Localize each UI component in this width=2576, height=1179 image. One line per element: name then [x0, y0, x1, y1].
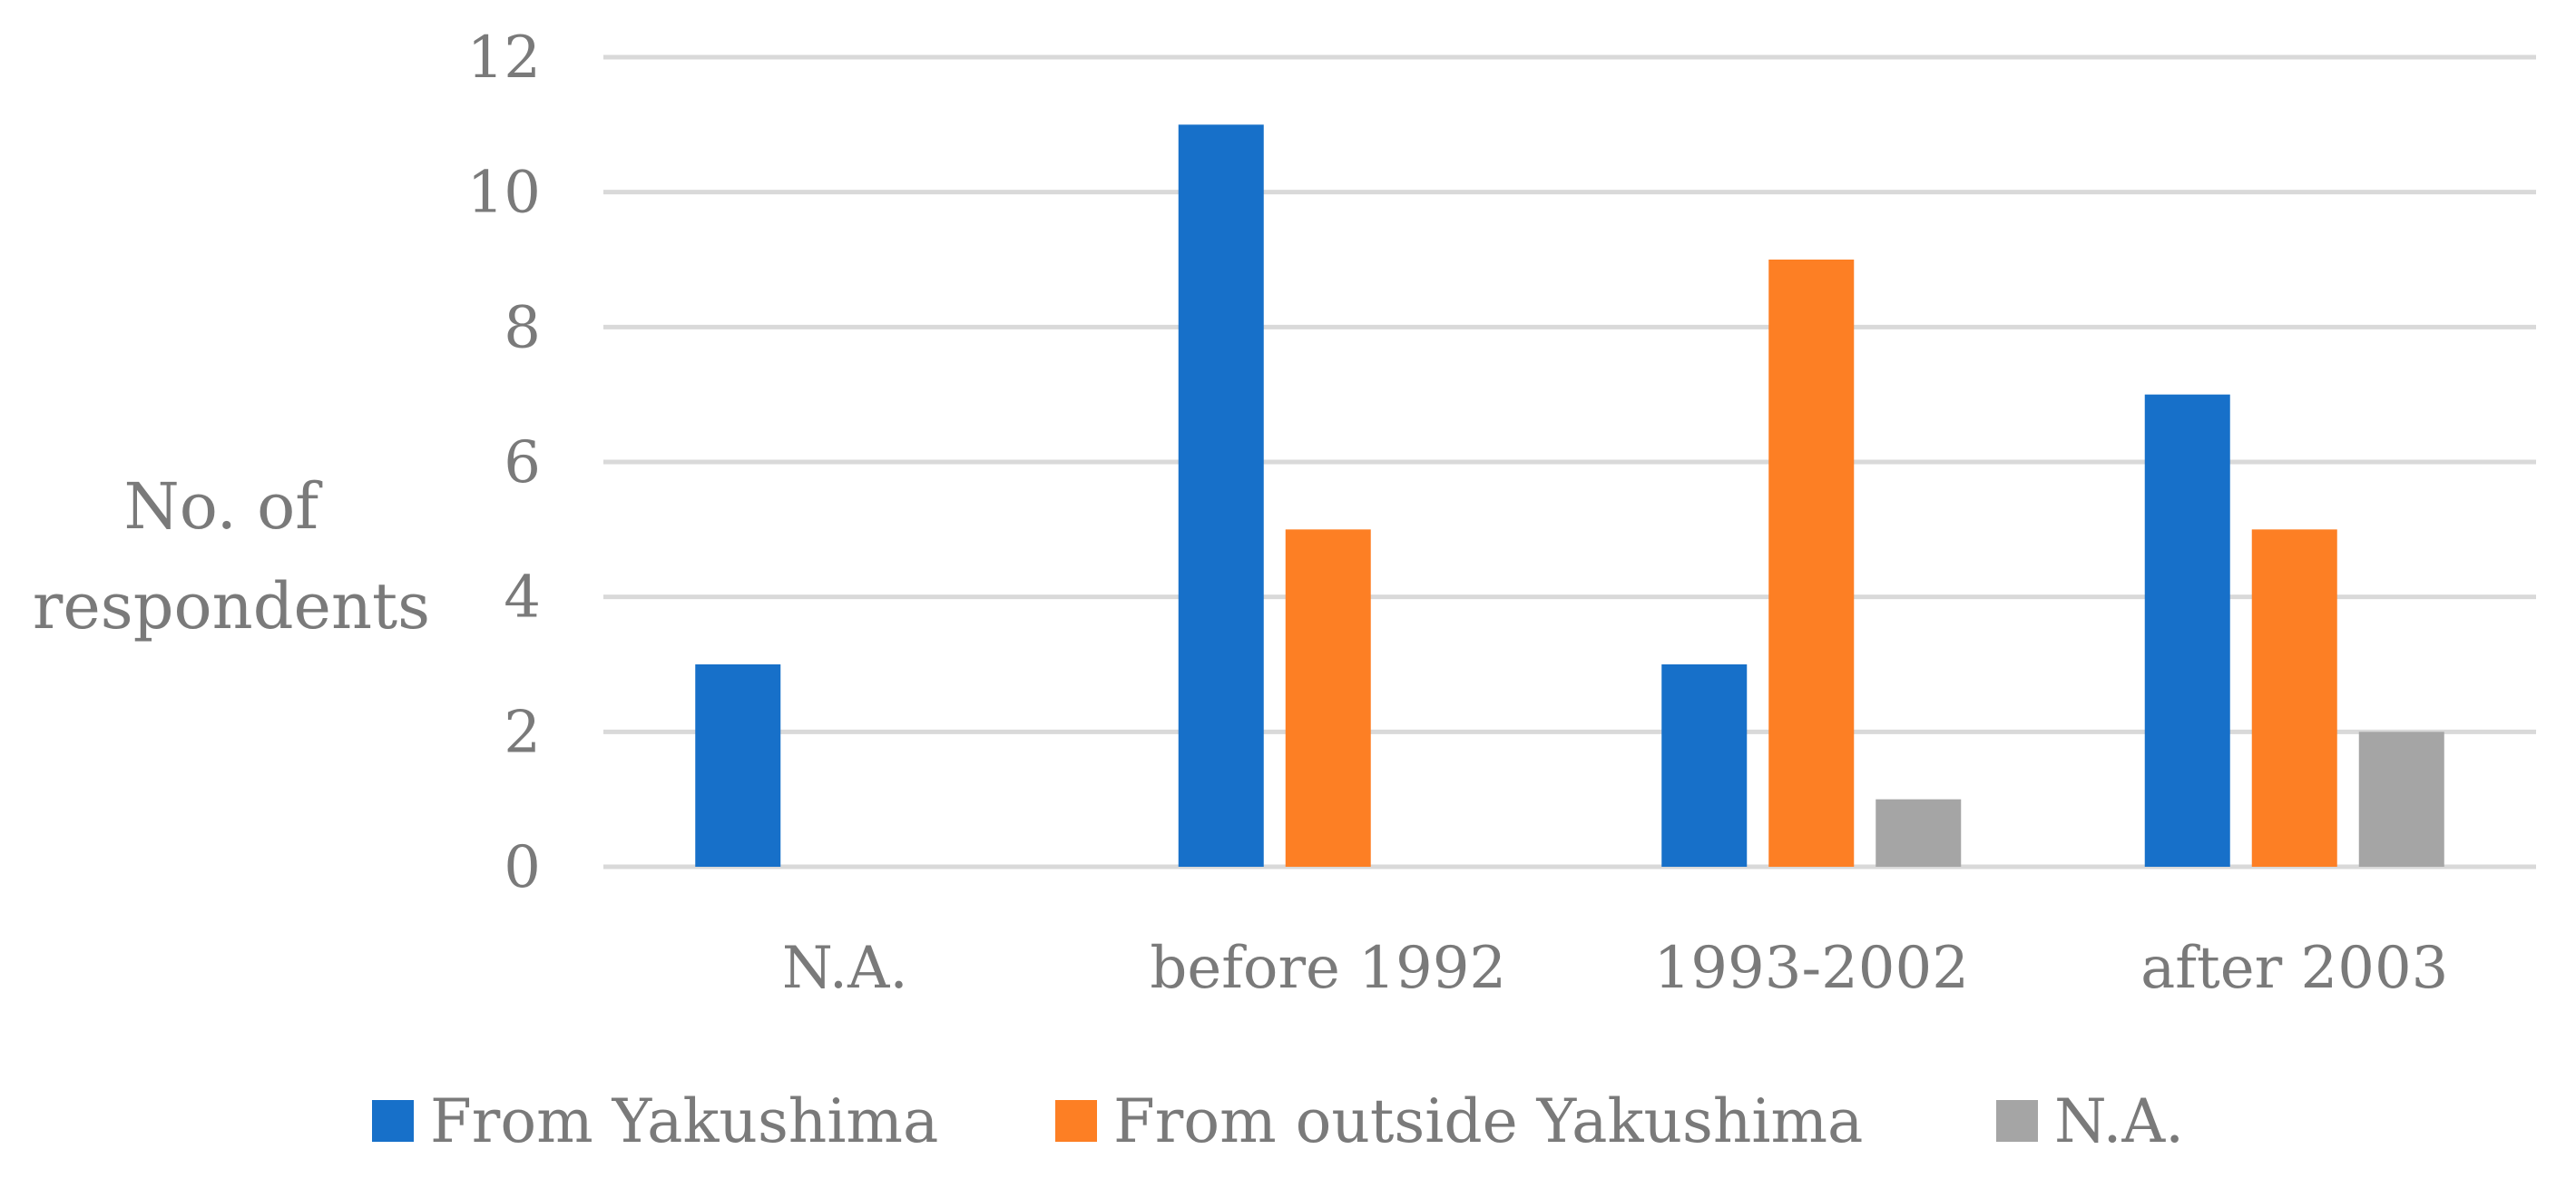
legend-swatch-3	[1996, 1100, 2038, 1142]
gridlines	[603, 54, 2536, 870]
legend-label-3: N.A.	[2054, 1086, 2184, 1156]
y-tick-label-10: 10	[467, 160, 541, 227]
y-tick-label-4: 4	[504, 565, 541, 632]
bar-1-1	[695, 664, 781, 867]
y-axis-tick-labels: 0 2 4 6 8 10 12	[467, 25, 541, 901]
bar-1-2	[1178, 124, 1264, 868]
y-axis-title: No. of respondents	[33, 469, 430, 644]
bar-3-3	[1876, 799, 1962, 867]
legend-label-1: From Yakushima	[430, 1086, 938, 1156]
bar-1-3	[1661, 664, 1748, 867]
legend: From Yakushima From outside Yakushima N.A.	[372, 1086, 2184, 1156]
y-axis-title-line-2: respondents	[33, 569, 430, 644]
x-category-label-2: before 1992	[1150, 935, 1506, 1002]
bar-3-4	[2358, 732, 2444, 867]
legend-label-2: From outside Yakushima	[1113, 1086, 1863, 1156]
bar-1-4	[2144, 394, 2230, 868]
x-axis-category-labels: N.A. before 1992 1993-2002 after 2003	[782, 935, 2449, 1002]
x-category-label-3: 1993-2002	[1654, 935, 1969, 1002]
y-tick-label-8: 8	[504, 294, 541, 361]
legend-swatch-1	[372, 1100, 414, 1142]
x-category-label-4: after 2003	[2140, 935, 2448, 1002]
bar-2-4	[2251, 529, 2337, 867]
x-category-label-1: N.A.	[782, 935, 908, 1002]
y-tick-label-2: 2	[504, 699, 541, 766]
bar-2-3	[1768, 260, 1855, 867]
y-tick-label-0: 0	[504, 834, 541, 901]
legend-swatch-2	[1055, 1100, 1097, 1142]
bar-series-group	[695, 124, 2444, 868]
y-axis-title-line-1: No. of	[124, 469, 324, 544]
y-tick-label-6: 6	[504, 429, 541, 496]
bar-2-2	[1285, 529, 1371, 867]
y-tick-label-12: 12	[467, 25, 541, 92]
